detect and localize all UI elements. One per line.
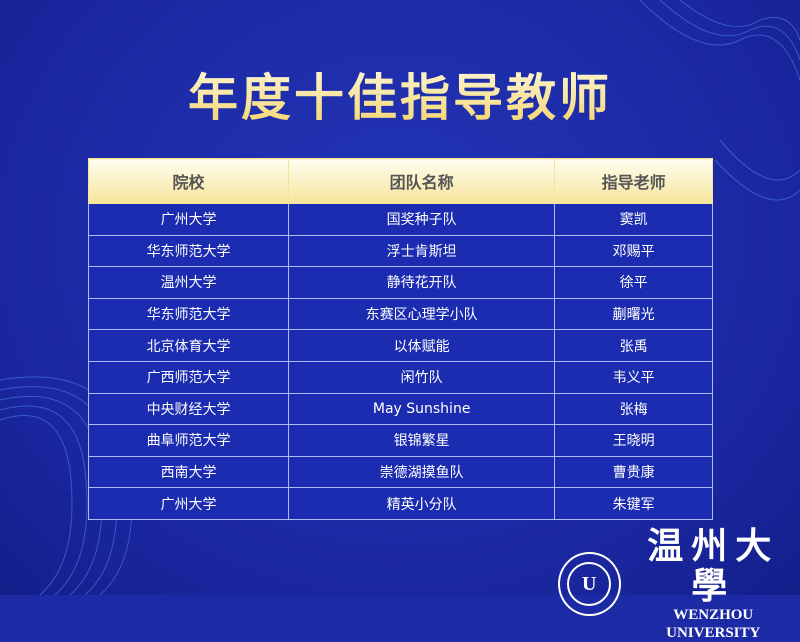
cell-team: 以体赋能	[289, 330, 555, 362]
header-teacher: 指导老师	[555, 159, 713, 204]
cell-school: 北京体育大学	[89, 330, 289, 362]
logo-cn-text: 温州大學	[627, 526, 800, 606]
cell-team: 静待花开队	[289, 267, 555, 299]
cell-teacher: 窦凯	[555, 204, 713, 236]
cell-teacher: 张梅	[555, 393, 713, 425]
header-team: 团队名称	[289, 159, 555, 204]
table-row: 广州大学国奖种子队窦凯	[89, 204, 713, 236]
cell-teacher: 韦义平	[555, 361, 713, 393]
cell-school: 广西师范大学	[89, 361, 289, 393]
cell-school: 曲阜师范大学	[89, 425, 289, 457]
cell-school: 广州大学	[89, 204, 289, 236]
cell-teacher: 蒯曙光	[555, 298, 713, 330]
cell-school: 广州大学	[89, 488, 289, 520]
cell-team: 国奖种子队	[289, 204, 555, 236]
cell-teacher: 曹贵康	[555, 456, 713, 488]
cell-teacher: 王晓明	[555, 425, 713, 457]
table-row: 曲阜师范大学银锦繁星王晓明	[89, 425, 713, 457]
university-logo: U 温州大學 WENZHOU UNIVERSITY	[558, 526, 800, 642]
cell-team: 银锦繁星	[289, 425, 555, 457]
cell-teacher: 徐平	[555, 267, 713, 299]
table-row: 西南大学崇德湖摸鱼队曹贵康	[89, 456, 713, 488]
cell-team: 东赛区心理学小队	[289, 298, 555, 330]
teachers-table: 院校 团队名称 指导老师 广州大学国奖种子队窦凯华东师范大学浮士肯斯坦邓赐平温州…	[88, 158, 713, 520]
cell-teacher: 张禹	[555, 330, 713, 362]
cell-teacher: 邓赐平	[555, 235, 713, 267]
logo-en-text: WENZHOU UNIVERSITY	[627, 606, 800, 642]
table-row: 广州大学精英小分队朱键军	[89, 488, 713, 520]
table-row: 华东师范大学浮士肯斯坦邓赐平	[89, 235, 713, 267]
cell-school: 西南大学	[89, 456, 289, 488]
table-row: 北京体育大学以体赋能张禹	[89, 330, 713, 362]
cell-teacher: 朱键军	[555, 488, 713, 520]
page-title: 年度十佳指导教师	[0, 58, 800, 130]
header-school: 院校	[89, 159, 289, 204]
table-row: 广西师范大学闲竹队韦义平	[89, 361, 713, 393]
cell-school: 中央财经大学	[89, 393, 289, 425]
table-header-row: 院校 团队名称 指导老师	[89, 159, 713, 204]
cell-school: 温州大学	[89, 267, 289, 299]
cell-team: 精英小分队	[289, 488, 555, 520]
cell-team: 崇德湖摸鱼队	[289, 456, 555, 488]
cell-team: May Sunshine	[289, 393, 555, 425]
cell-team: 闲竹队	[289, 361, 555, 393]
table-row: 温州大学静待花开队徐平	[89, 267, 713, 299]
table-row: 华东师范大学东赛区心理学小队蒯曙光	[89, 298, 713, 330]
cell-school: 华东师范大学	[89, 298, 289, 330]
university-seal-icon: U	[558, 552, 621, 616]
cell-school: 华东师范大学	[89, 235, 289, 267]
cell-team: 浮士肯斯坦	[289, 235, 555, 267]
